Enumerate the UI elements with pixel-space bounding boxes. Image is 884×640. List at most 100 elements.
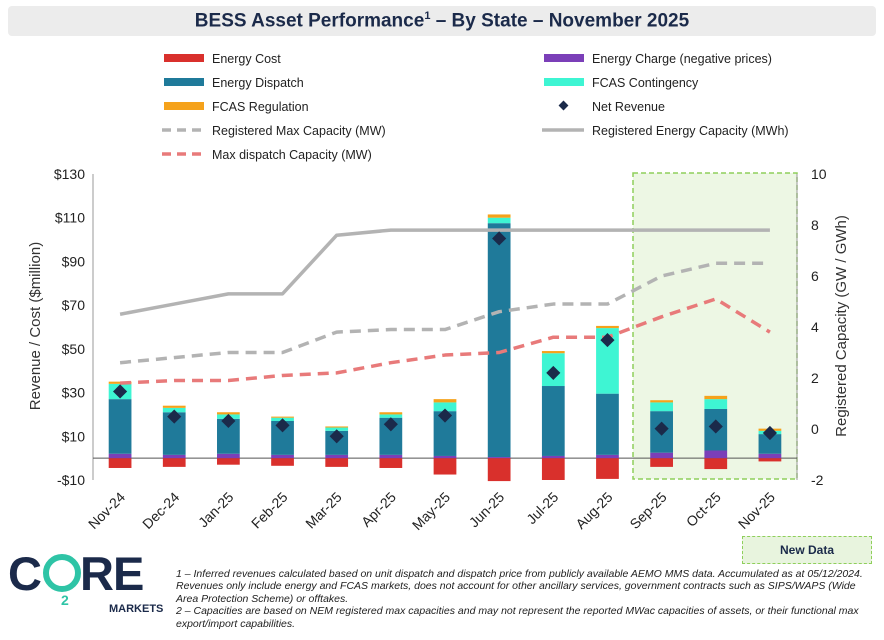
footnote-1: 1 – Inferred revenues calculated based o… (176, 568, 863, 605)
legend-max-dispatch-capacity-mw-label: Max dispatch Capacity (MW) (212, 148, 372, 162)
bar-energy-cost (433, 458, 457, 475)
bar-fcas-contingency (650, 402, 673, 412)
legend-energy-dispatch-label: Energy Dispatch (212, 76, 304, 90)
bar-fcas-contingency (379, 414, 403, 418)
bar-energy-cost (596, 458, 619, 479)
net-revenue-marker (437, 408, 453, 423)
bar-energy-cost (758, 458, 782, 462)
net-revenue-marker (221, 413, 236, 429)
bar-fcas-contingency (487, 217, 511, 224)
bar-energy-charge-negative-prices (704, 450, 728, 459)
net-revenue-marker (383, 417, 398, 432)
legend-energy-cost-label: Energy Cost (212, 52, 281, 66)
bar-energy-dispatch (433, 411, 457, 456)
net-revenue-marker (546, 365, 561, 380)
line-registered-energy-capacity-mwh (119, 228, 770, 316)
svg-text:C: C (8, 548, 41, 600)
legend-energy-charge-negative-prices-swatch (544, 54, 584, 62)
bar-energy-cost (487, 458, 511, 482)
bar-fcas-regulation (596, 325, 619, 329)
legend-net-revenue-label: Net Revenue (592, 100, 665, 114)
y2-tick-label: 6 (811, 268, 819, 284)
bar-energy-charge-negative-prices (162, 454, 186, 459)
y-tick-label: $30 (62, 385, 86, 401)
legend-fcas-regulation-label: FCAS Regulation (212, 100, 309, 114)
net-revenue-marker (600, 333, 615, 348)
svg-text:RE: RE (80, 548, 143, 600)
bar-energy-cost (541, 458, 565, 480)
bar-energy-dispatch (217, 418, 240, 454)
bar-fcas-regulation (704, 395, 728, 400)
bar-energy-charge-negative-prices (650, 452, 673, 459)
bar-energy-dispatch (596, 393, 619, 455)
y2-tick-label: 10 (811, 166, 827, 182)
y2-tick-label: 4 (811, 319, 819, 335)
footnote-2: 2 – Capacities are based on NEM register… (176, 605, 859, 630)
x-tick-label: Jan-25 (195, 489, 237, 531)
bar-energy-cost (217, 458, 240, 465)
legend-registered-energy-capacity-mwh-label: Registered Energy Capacity (MWh) (592, 124, 789, 138)
legend-fcas-regulation-swatch (164, 102, 204, 110)
x-tick-label: Feb-25 (248, 489, 291, 532)
bar-energy-charge-negative-prices (271, 454, 294, 459)
y2-tick-label: -2 (811, 472, 824, 488)
bar-energy-cost (271, 458, 294, 466)
legend-fcas-contingency-swatch (544, 78, 584, 86)
net-revenue-marker (654, 421, 669, 436)
footnotes: 1 – Inferred revenues calculated based o… (176, 568, 876, 630)
x-tick-label: Dec-24 (139, 489, 182, 532)
net-revenue-marker (762, 425, 777, 441)
page-title: BESS Asset Performance1 – By State – Nov… (194, 9, 690, 32)
bar-fcas-regulation (162, 405, 186, 408)
y-tick-label: $110 (55, 210, 85, 226)
legend-energy-charge-negative-prices-label: Energy Charge (negative prices) (592, 52, 772, 66)
legend-fcas-contingency-label: FCAS Contingency (592, 76, 699, 90)
net-revenue-marker (708, 419, 723, 434)
new-data-badge: New Data (742, 536, 872, 564)
bar-fcas-regulation (271, 416, 294, 418)
core-markets-logo: C 2 RE MARKETS (8, 547, 163, 618)
x-tick-label: Mar-25 (302, 489, 345, 532)
bar-energy-dispatch (108, 399, 132, 454)
y2-tick-label: 8 (811, 217, 819, 233)
legend: Energy Cost Energy Charge (negative price… (162, 52, 789, 162)
svg-text:2: 2 (61, 592, 69, 608)
bar-fcas-regulation (433, 399, 457, 403)
bar-energy-dispatch (758, 434, 782, 454)
y-tick-label: $70 (62, 297, 86, 313)
bar-energy-dispatch (541, 386, 565, 456)
bar-energy-dispatch (379, 417, 403, 455)
bar-fcas-regulation (217, 412, 240, 415)
y-tick-label: $10 (62, 428, 86, 444)
title-bar: BESS Asset Performance1 – By State – Nov… (8, 6, 876, 36)
net-revenue-marker (492, 231, 507, 246)
y2-tick-label: 2 (811, 370, 819, 386)
bar-fcas-regulation (379, 412, 403, 415)
bar-energy-charge-negative-prices (325, 454, 349, 459)
bar-energy-cost (162, 458, 186, 467)
bar-fcas-contingency (704, 399, 728, 409)
bar-energy-cost (108, 458, 132, 468)
y2-tick-label: 0 (811, 421, 819, 437)
bar-fcas-regulation (650, 400, 673, 403)
x-tick-label: Jun-25 (466, 489, 508, 531)
line-registered-max-capacity-mw (119, 261, 770, 365)
bar-energy-cost (325, 458, 349, 467)
legend-net-revenue-swatch (558, 100, 569, 111)
x-tick-label: Sep-25 (626, 489, 669, 532)
bar-energy-charge-negative-prices (108, 453, 132, 459)
bar-energy-cost (650, 458, 673, 467)
x-tick-label: Nov-24 (85, 489, 128, 532)
x-tick-label: Apr-25 (358, 489, 399, 530)
bar-fcas-regulation (541, 351, 565, 354)
net-revenue-marker (113, 384, 128, 399)
bar-energy-cost (704, 458, 728, 470)
bar-fcas-contingency (596, 328, 619, 394)
bar-energy-charge-negative-prices (541, 455, 565, 459)
x-tick-label: Jul-25 (523, 489, 561, 527)
y-tick-label: -$10 (57, 472, 85, 488)
bar-fcas-contingency (433, 402, 457, 412)
y2-axis-label: Registered Capacity (GW / GWh) (833, 215, 850, 437)
svg-text:MARKETS: MARKETS (109, 603, 163, 615)
bar-energy-charge-negative-prices (758, 453, 782, 459)
